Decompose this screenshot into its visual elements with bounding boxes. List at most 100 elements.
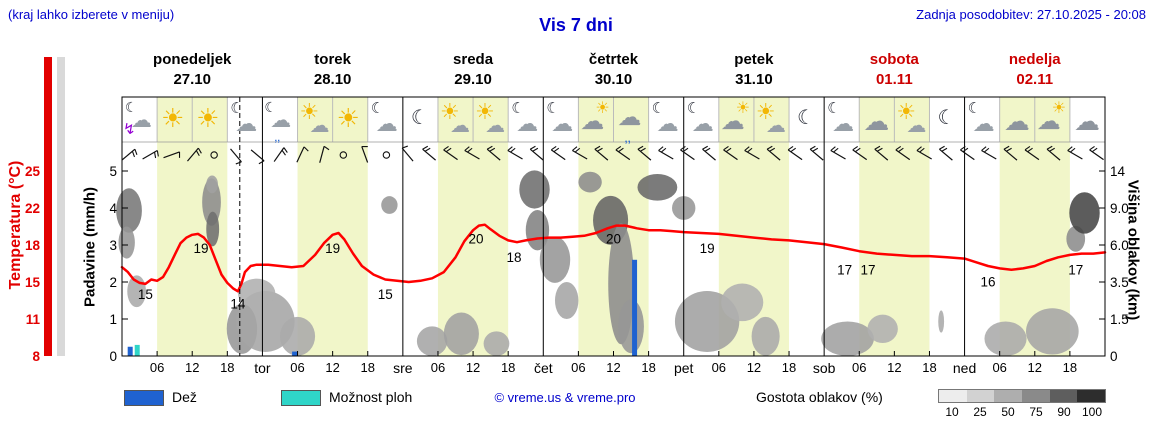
wind-barb-feather	[939, 145, 945, 150]
wind-barb-icon	[422, 148, 436, 161]
wind-barb-feather	[303, 146, 309, 152]
icon-glyph: ☁	[580, 108, 605, 135]
weather-icon-cloud: ☁	[1070, 98, 1105, 141]
precipitation-tick-label: 3	[109, 238, 117, 253]
weather-icon-moon-cloud: ☾ ☁	[543, 98, 578, 141]
icon-glyph: ‚‚	[274, 129, 281, 144]
hour-label: 06	[571, 360, 586, 375]
wind-barb-icon	[680, 149, 695, 161]
cloud-blob	[118, 226, 135, 259]
temperature-value-label: 17	[837, 262, 852, 277]
temperature-tick-label: 11	[26, 312, 41, 327]
wind-barb-icon	[401, 147, 414, 162]
cloud-blob	[279, 316, 316, 356]
wind-barb-icon	[637, 148, 652, 161]
wind-barb-feather	[1003, 145, 1010, 150]
icon-glyph: ☀	[440, 99, 460, 124]
icon-glyph: ↯	[123, 121, 136, 138]
wind-barb-feather	[1089, 145, 1095, 151]
wind-barb-feather	[401, 145, 408, 149]
wind-barb-feather	[195, 150, 200, 157]
cloud-blob	[206, 175, 218, 194]
weather-icon-sun-cloud: ☀ ☁	[438, 98, 473, 141]
hour-label: 18	[360, 360, 375, 375]
wind-barb-feather	[1070, 147, 1076, 153]
wind-barb-icon	[319, 146, 325, 163]
cloud-height-tick-label: 14	[1110, 164, 1126, 179]
density-scale-label: 100	[1081, 405, 1103, 419]
copyright-link[interactable]: © vreme.us & vreme.pro	[494, 390, 636, 405]
wind-barb-feather	[916, 146, 922, 151]
hour-label: 06	[852, 360, 867, 375]
icon-glyph: ☁	[1003, 106, 1030, 136]
weather-icon-sun-cloud: ☀ ☁	[754, 98, 789, 141]
icon-glyph: ☀	[735, 100, 751, 117]
wind-barb-feather	[658, 146, 664, 151]
day-abbr-label: ned	[952, 360, 977, 376]
wind-barb-icon	[916, 149, 932, 160]
weather-icon-cloud: ☁	[859, 98, 894, 141]
wind-barb-feather	[790, 147, 797, 153]
icon-glyph: ☾	[797, 107, 815, 129]
wind-barb-icon	[744, 149, 760, 160]
temperature-value-label: 15	[378, 287, 393, 302]
density-scale-label: 90	[1057, 405, 1071, 419]
icon-glyph: ☀	[755, 99, 776, 124]
wind-barb-feather	[574, 147, 581, 153]
icon-glyph: ☀	[299, 99, 320, 124]
precip-bar-rain	[127, 346, 133, 356]
cloud-blob	[637, 173, 678, 201]
wind-barb-feather	[830, 146, 836, 151]
day-date: 31.10	[735, 71, 773, 88]
wind-barb-feather	[704, 147, 711, 152]
wind-barb-feather	[833, 147, 839, 153]
wind-barb-feather	[855, 147, 861, 153]
wind-barb-feather	[618, 147, 624, 153]
precipitation-tick-label: 1	[109, 312, 117, 327]
wind-barb-feather	[960, 145, 966, 151]
icon-glyph: ☀	[336, 103, 360, 133]
density-scale-segment	[966, 390, 995, 402]
icon-glyph: ☾	[511, 100, 525, 117]
icon-glyph: ‚‚	[624, 129, 631, 145]
cloud-blob	[519, 170, 550, 209]
temperature-value-label: 15	[138, 287, 153, 302]
wind-barb-icon	[361, 146, 369, 163]
weather-icon-moon-cloud: ☾ ☁	[684, 98, 719, 141]
icon-glyph: ☀	[475, 99, 495, 124]
wind-barb-feather	[156, 150, 159, 157]
weather-icon-moon-cloud: ☾ ☁	[965, 98, 1000, 141]
cloud-height-tick-label: 9.0	[1110, 201, 1129, 216]
icon-glyph: ☁	[375, 111, 398, 136]
precip-bar-rain	[632, 259, 638, 356]
wind-barb-feather	[1049, 147, 1055, 152]
weather-icon-cloud-sun: ☀ ☁	[1035, 98, 1070, 141]
wind-barb-feather	[723, 145, 729, 151]
wind-barb-feather	[637, 145, 644, 150]
wind-barb-icon	[142, 149, 158, 160]
cloud-blob	[416, 326, 448, 357]
day-header: nedelja 02.11	[965, 50, 1105, 92]
cloud-blob	[721, 283, 764, 322]
wind-barb-feather	[258, 160, 265, 165]
density-scale-segment	[994, 390, 1023, 402]
hour-label: 18	[922, 360, 937, 375]
day-name: četrtek	[588, 51, 639, 68]
cloud-density-scale-labels: 10 25 50 75 90 100	[938, 405, 1106, 419]
wind-barb-feather	[486, 145, 493, 150]
cloud-blob	[751, 316, 780, 356]
cloud-height-tick-label: 0	[1110, 349, 1118, 364]
wind-barb-feather	[919, 147, 925, 153]
wind-barb-feather	[597, 147, 603, 152]
icon-glyph: ☁	[720, 108, 745, 135]
cloud-blob	[821, 321, 874, 356]
page-title: Vis 7 dni	[539, 15, 613, 35]
legend-rain-label: Dež	[172, 389, 197, 405]
icon-glyph: ☁	[832, 111, 855, 136]
wind-barb-icon	[938, 148, 953, 161]
wind-barb-icon	[507, 149, 523, 160]
cloud-blob	[206, 211, 220, 247]
wind-barb-icon	[787, 149, 803, 161]
cloud-blob	[578, 171, 602, 193]
